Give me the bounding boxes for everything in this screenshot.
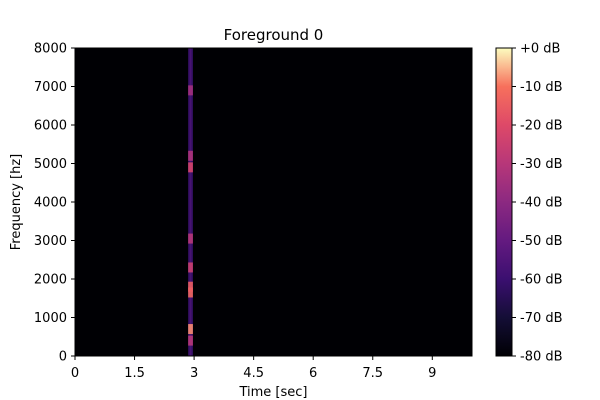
y-tick-label: 4000 bbox=[34, 196, 67, 211]
event-hotspot bbox=[188, 233, 193, 244]
event-hotspot bbox=[188, 281, 193, 292]
colorbar-tick-label: -20 dB bbox=[520, 119, 563, 134]
colorbar-tick-label: -70 dB bbox=[520, 311, 563, 326]
x-tick-label: 4.5 bbox=[243, 366, 264, 381]
colorbar-tick-label: -40 dB bbox=[520, 196, 563, 211]
y-tick-label: 2000 bbox=[34, 273, 67, 288]
x-tick-label: 9 bbox=[428, 366, 436, 381]
colorbar-axis: +0 dB -10 dB -20 dB -30 dB -40 dB -50 dB -60 d… bbox=[512, 42, 563, 365]
event-hotspot bbox=[188, 150, 193, 161]
x-tick-label: 3 bbox=[190, 366, 198, 381]
colorbar bbox=[495, 47, 513, 357]
x-axis-label: Time [sec] bbox=[238, 385, 307, 400]
event-hotspot bbox=[188, 85, 193, 96]
y-tick-label: 7000 bbox=[34, 80, 67, 95]
event-core bbox=[189, 48, 192, 356]
event-hotspot bbox=[188, 162, 193, 173]
colorbar-tick-label: +0 dB bbox=[520, 42, 560, 57]
plot-area bbox=[75, 48, 472, 356]
event-hotspot bbox=[188, 262, 193, 273]
y-tick-label: 5000 bbox=[34, 157, 67, 172]
x-tick-label: 7.5 bbox=[362, 366, 383, 381]
event-hotspot bbox=[188, 324, 193, 335]
y-tick-label: 8000 bbox=[34, 42, 67, 57]
y-tick-label: 6000 bbox=[34, 119, 67, 134]
colorbar-tick-label: -50 dB bbox=[520, 234, 563, 249]
x-tick-label: 0 bbox=[71, 366, 79, 381]
chart-title: Foreground 0 bbox=[224, 26, 324, 44]
x-tick-label: 1.5 bbox=[124, 366, 145, 381]
x-axis: 0 1.5 3 4.5 6 7.5 9 bbox=[71, 356, 436, 381]
y-axis: 0 1000 2000 3000 4000 5000 6000 7000 8000 bbox=[34, 42, 75, 365]
colorbar-tick-label: -80 dB bbox=[520, 350, 563, 365]
y-axis-label: Frequency [hz] bbox=[9, 154, 24, 251]
event-hotspot bbox=[188, 287, 193, 298]
event-layer bbox=[188, 48, 193, 356]
y-tick-label: 1000 bbox=[34, 311, 67, 326]
colorbar-tick-label: -60 dB bbox=[520, 273, 563, 288]
y-tick-label: 3000 bbox=[34, 234, 67, 249]
event-hotspot bbox=[188, 335, 193, 346]
x-tick-label: 6 bbox=[309, 366, 317, 381]
colorbar-tick-label: -10 dB bbox=[520, 80, 563, 95]
colorbar-tick-label: -30 dB bbox=[520, 157, 563, 172]
y-tick-label: 0 bbox=[59, 350, 67, 365]
